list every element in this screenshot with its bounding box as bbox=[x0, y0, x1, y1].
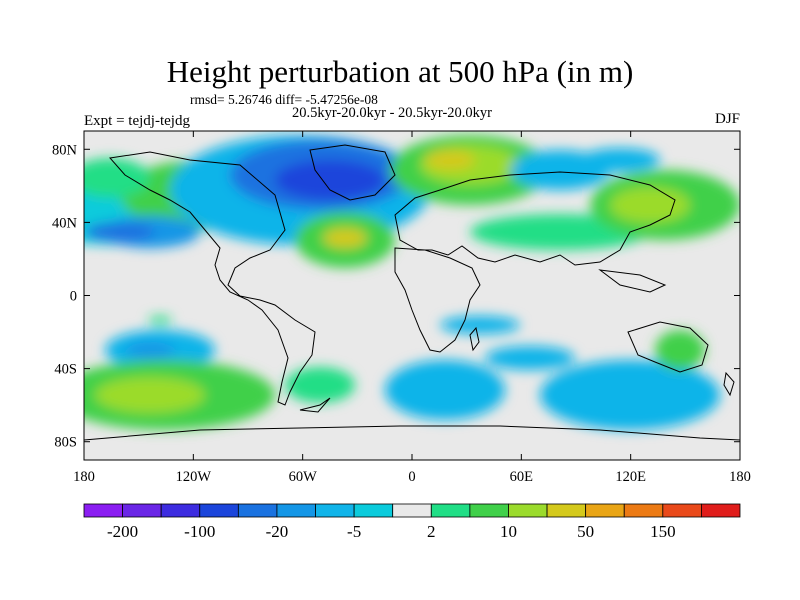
lon-axis-labels: 180 120W 60W 0 60E 120E 180 bbox=[73, 469, 751, 485]
lon-tick-label: 60E bbox=[510, 469, 534, 485]
experiment-label: Expt = tejdj-tejdg bbox=[84, 113, 190, 129]
colorbar-swatch bbox=[83, 503, 123, 518]
lon-tick-label: 180 bbox=[73, 469, 95, 485]
colorbar-swatch bbox=[469, 503, 509, 518]
colorbar-label: 50 bbox=[577, 522, 594, 541]
periods-text: 20.5kyr-20.0kyr - 20.5kyr-20.0kyr bbox=[292, 105, 492, 121]
lat-tick-label: 40N bbox=[52, 215, 78, 231]
colorbar-label: -5 bbox=[347, 522, 361, 541]
colorbar-swatch bbox=[585, 503, 625, 518]
colorbar-swatch bbox=[122, 503, 162, 518]
colorbar-label: 150 bbox=[650, 522, 676, 541]
colorbar-swatch bbox=[508, 503, 548, 518]
colorbar-swatch bbox=[237, 503, 278, 518]
colorbar-swatch bbox=[430, 503, 471, 518]
colorbar-swatch bbox=[315, 503, 355, 518]
lon-tick-label: 120E bbox=[615, 469, 646, 485]
lon-tick-label: 0 bbox=[408, 469, 415, 485]
colorbar-swatch bbox=[276, 503, 316, 518]
colorbar-labels: -200 -100 -20 -5 2 10 50 150 bbox=[107, 522, 676, 541]
axis-ticks bbox=[83, 131, 741, 460]
colorbar-swatch bbox=[546, 503, 587, 518]
season-label: DJF bbox=[714, 111, 740, 127]
lat-tick-label: 0 bbox=[70, 289, 77, 305]
colorbar-swatch bbox=[392, 503, 432, 518]
colorbar-label: 10 bbox=[500, 522, 517, 541]
colorbar-swatch bbox=[701, 503, 741, 518]
lon-tick-label: 180 bbox=[729, 469, 751, 485]
lat-tick-label: 80S bbox=[54, 435, 77, 451]
colorbar-swatch bbox=[199, 503, 239, 518]
colorbar-label: -20 bbox=[266, 522, 289, 541]
lon-tick-label: 60W bbox=[289, 469, 318, 485]
contour-field bbox=[84, 131, 740, 460]
colorbar-swatch bbox=[160, 503, 201, 518]
colorbar-label: 2 bbox=[427, 522, 436, 541]
lat-tick-label: 40S bbox=[54, 362, 77, 378]
lon-tick-label: 120W bbox=[176, 469, 212, 485]
map-title: Height perturbation at 500 hPa (in m) bbox=[166, 54, 634, 89]
lat-axis-labels: 80N 40N 0 40S 80S bbox=[52, 142, 78, 450]
stats-text: rmsd= 5.26746 diff= -5.47256e-08 bbox=[190, 92, 378, 107]
colorbar-swatch bbox=[353, 503, 394, 518]
colorbar-swatch bbox=[662, 503, 702, 518]
colorbar-label: -100 bbox=[184, 522, 215, 541]
colorbar bbox=[83, 503, 741, 518]
colorbar-swatch bbox=[623, 503, 664, 518]
colorbar-label: -200 bbox=[107, 522, 138, 541]
coastlines bbox=[84, 144, 740, 441]
lat-tick-label: 80N bbox=[52, 142, 78, 158]
